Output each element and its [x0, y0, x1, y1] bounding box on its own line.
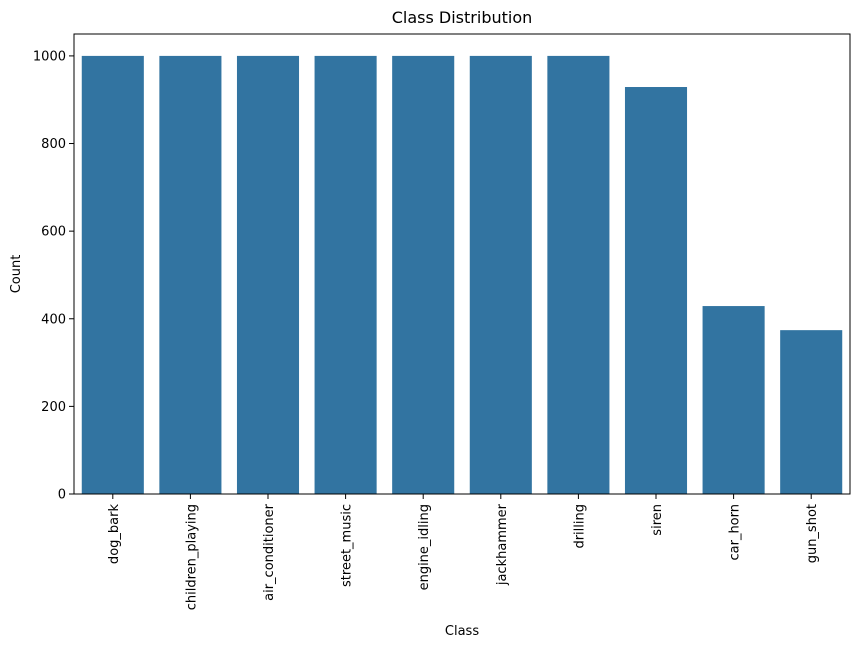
x-tick-label: drilling	[572, 504, 587, 549]
bar-car-horn	[702, 306, 765, 494]
chart-title: Class Distribution	[392, 8, 533, 27]
y-tick-label: 600	[41, 225, 66, 240]
bar-engine-idling	[392, 55, 455, 495]
y-tick-label: 0	[58, 488, 66, 503]
bar-children-playing	[159, 55, 222, 495]
bar-air-conditioner	[236, 55, 300, 495]
x-tick-label: jackhammer	[495, 503, 510, 586]
x-tick-label: engine_idling	[417, 504, 432, 590]
y-axis-label: Count	[9, 255, 24, 294]
x-tick-label: children_playing	[184, 504, 199, 610]
x-tick-label: gun_shot	[805, 504, 820, 563]
bar-dog-bark	[81, 55, 144, 495]
x-axis-label: Class	[445, 624, 479, 639]
bar-siren	[624, 87, 688, 494]
bars-layer	[81, 55, 843, 495]
x-tick-label: street_music	[340, 504, 355, 587]
y-tick-label: 400	[41, 312, 66, 327]
y-tick-label: 1000	[33, 49, 66, 64]
plot-frame	[73, 33, 851, 495]
y-axis-ticks: 0 200 400 600 800 1000	[33, 49, 74, 503]
axes-frame	[73, 33, 851, 495]
bar-drilling	[547, 55, 610, 495]
x-tick-label: dog_bark	[107, 504, 122, 565]
x-axis-ticks: dog_bark children_playing air_conditioner s…	[107, 494, 820, 610]
bar-gun-shot	[780, 330, 843, 494]
bar-street-music	[314, 55, 377, 495]
y-tick-label: 200	[41, 400, 66, 415]
x-tick-label: air_conditioner	[262, 503, 277, 601]
y-tick-label: 800	[41, 137, 66, 152]
bar-jackhammer	[469, 55, 532, 495]
x-tick-label: car_horn	[728, 504, 743, 561]
x-tick-label: siren	[650, 504, 665, 536]
